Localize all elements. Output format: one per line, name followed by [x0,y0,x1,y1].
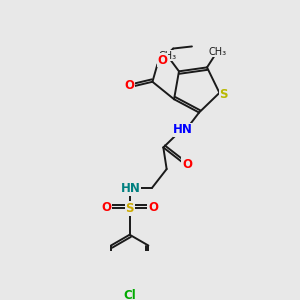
Text: O: O [148,201,158,214]
Text: Cl: Cl [123,289,136,300]
Text: O: O [182,158,192,171]
Text: O: O [101,201,111,214]
Text: O: O [124,80,134,92]
Text: O: O [158,54,167,67]
Text: HN: HN [121,182,140,195]
Text: CH₃: CH₃ [158,50,176,61]
Text: HN: HN [173,124,193,136]
Text: S: S [219,88,228,101]
Text: S: S [125,202,134,215]
Text: CH₃: CH₃ [208,46,226,57]
